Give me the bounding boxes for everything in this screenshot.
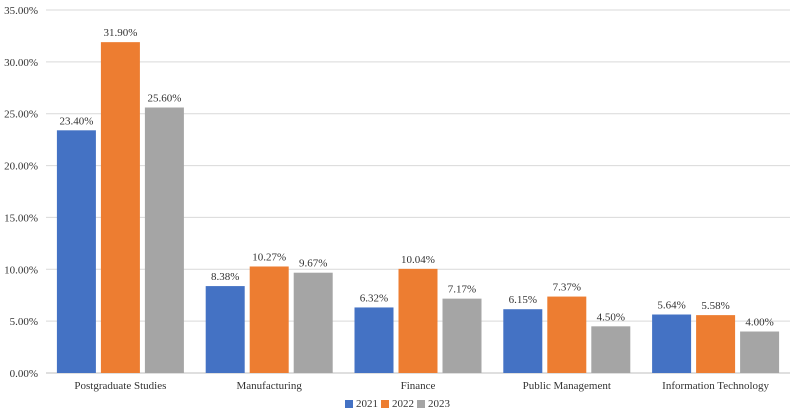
legend-swatch: [381, 400, 389, 408]
data-label: 9.67%: [299, 258, 327, 270]
x-category-label: Finance: [401, 380, 436, 392]
bar: [354, 307, 394, 373]
data-label: 6.15%: [509, 294, 537, 306]
data-label: 5.58%: [701, 300, 729, 312]
y-tick-label: 30.00%: [4, 57, 38, 69]
legend-label: 2023: [428, 398, 451, 410]
bar: [442, 298, 482, 373]
x-category-label: Postgraduate Studies: [74, 380, 166, 392]
data-label: 7.37%: [553, 282, 581, 294]
legend: 2021 2022 2023: [345, 398, 451, 410]
bar: [503, 309, 543, 373]
legend-swatch: [345, 400, 353, 408]
y-axis-tick-labels: 0.00% 5.00% 10.00% 15.00% 20.00% 25.00% 30.00%…: [4, 5, 38, 380]
bar: [293, 272, 333, 373]
data-label: 31.90%: [103, 27, 137, 39]
y-tick-label: 5.00%: [10, 316, 38, 328]
x-category-label: Public Management: [523, 380, 611, 392]
data-label: 10.27%: [252, 251, 286, 263]
data-labels: 23.40% 31.90% 25.60% 8.38% 10.27% 9.67% 6.32% 1…: [59, 27, 773, 328]
data-label: 8.38%: [211, 271, 239, 283]
bar: [56, 130, 96, 373]
bar: [547, 296, 587, 373]
data-label: 10.04%: [401, 254, 435, 266]
legend-swatch: [417, 400, 425, 408]
data-label: 4.00%: [745, 317, 773, 329]
y-tick-label: 20.00%: [4, 161, 38, 173]
bar: [591, 326, 631, 373]
data-label: 23.40%: [59, 115, 93, 127]
bars: [56, 42, 780, 374]
y-tick-label: 25.00%: [4, 109, 38, 121]
data-label: 25.60%: [147, 92, 181, 104]
bar: [144, 107, 184, 374]
legend-label: 2022: [392, 398, 414, 410]
bar: [249, 266, 289, 373]
data-label: 7.17%: [448, 284, 476, 296]
data-label: 5.64%: [657, 300, 685, 312]
bar: [205, 286, 245, 373]
bar: [398, 268, 438, 373]
bar: [652, 314, 692, 373]
data-label: 4.50%: [597, 311, 625, 323]
y-tick-label: 15.00%: [4, 212, 38, 224]
bar: [100, 42, 140, 373]
y-tick-label: 0.00%: [10, 368, 38, 380]
data-label: 6.32%: [360, 292, 388, 304]
x-axis-category-labels: Postgraduate Studies Manufacturing Finance…: [74, 380, 769, 392]
x-category-label: Information Technology: [662, 380, 769, 392]
x-category-label: Manufacturing: [237, 380, 303, 392]
y-tick-label: 35.00%: [4, 5, 38, 17]
bar: [740, 331, 780, 373]
y-tick-label: 10.00%: [4, 264, 38, 276]
legend-label: 2021: [356, 398, 378, 410]
bar: [696, 315, 736, 373]
